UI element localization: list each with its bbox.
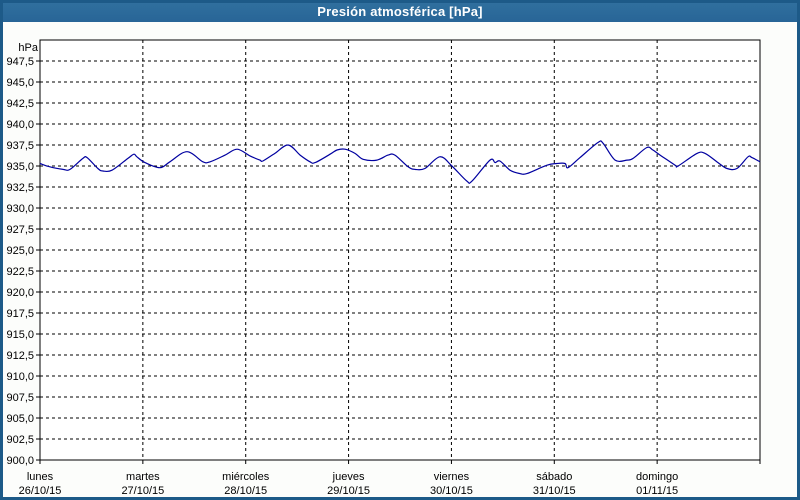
y-axis-labels: 947,5 945,0 942,5 940,0 937,5 935,0 932,5 930,0… <box>6 56 34 467</box>
svg-text:miércoles: miércoles <box>222 471 270 483</box>
y-axis-unit: hPa <box>18 42 38 54</box>
pressure-line <box>39 140 761 184</box>
svg-text:925,0: 925,0 <box>6 245 34 257</box>
svg-text:907,5: 907,5 <box>6 392 34 404</box>
svg-text:domingo: domingo <box>636 471 678 483</box>
svg-text:900,0: 900,0 <box>6 455 34 467</box>
svg-text:912,5: 912,5 <box>6 350 34 362</box>
svg-text:942,5: 942,5 <box>6 98 34 110</box>
window-titlebar: Presión atmosférica [hPa] <box>0 0 800 22</box>
svg-text:932,5: 932,5 <box>6 182 34 194</box>
svg-text:29/10/15: 29/10/15 <box>327 485 370 497</box>
svg-text:martes: martes <box>126 471 160 483</box>
svg-text:27/10/15: 27/10/15 <box>121 485 164 497</box>
svg-text:917,5: 917,5 <box>6 308 34 320</box>
svg-text:28/10/15: 28/10/15 <box>224 485 267 497</box>
svg-text:922,5: 922,5 <box>6 266 34 278</box>
svg-text:31/10/15: 31/10/15 <box>533 485 576 497</box>
svg-text:905,0: 905,0 <box>6 413 34 425</box>
svg-text:902,5: 902,5 <box>6 434 34 446</box>
svg-text:910,0: 910,0 <box>6 371 34 383</box>
page-title: Presión atmosférica [hPa] <box>317 3 483 19</box>
svg-text:940,0: 940,0 <box>6 119 34 131</box>
svg-text:945,0: 945,0 <box>6 77 34 89</box>
gridlines <box>40 40 760 460</box>
svg-text:927,5: 927,5 <box>6 224 34 236</box>
svg-text:sábado: sábado <box>536 471 572 483</box>
svg-text:920,0: 920,0 <box>6 287 34 299</box>
x-axis-labels: lunes 26/10/15 martes 27/10/15 miércoles 28/1… <box>19 471 679 497</box>
svg-text:jueves: jueves <box>332 471 365 483</box>
svg-text:01/11/15: 01/11/15 <box>636 485 678 497</box>
svg-text:lunes: lunes <box>27 471 54 483</box>
svg-text:viernes: viernes <box>434 471 470 483</box>
svg-text:26/10/15: 26/10/15 <box>19 485 62 497</box>
axis-ticks <box>36 60 761 464</box>
svg-text:915,0: 915,0 <box>6 329 34 341</box>
svg-text:930,0: 930,0 <box>6 203 34 215</box>
svg-text:935,0: 935,0 <box>6 161 34 173</box>
svg-text:937,5: 937,5 <box>6 140 34 152</box>
svg-text:947,5: 947,5 <box>6 56 34 68</box>
svg-text:30/10/15: 30/10/15 <box>430 485 473 497</box>
